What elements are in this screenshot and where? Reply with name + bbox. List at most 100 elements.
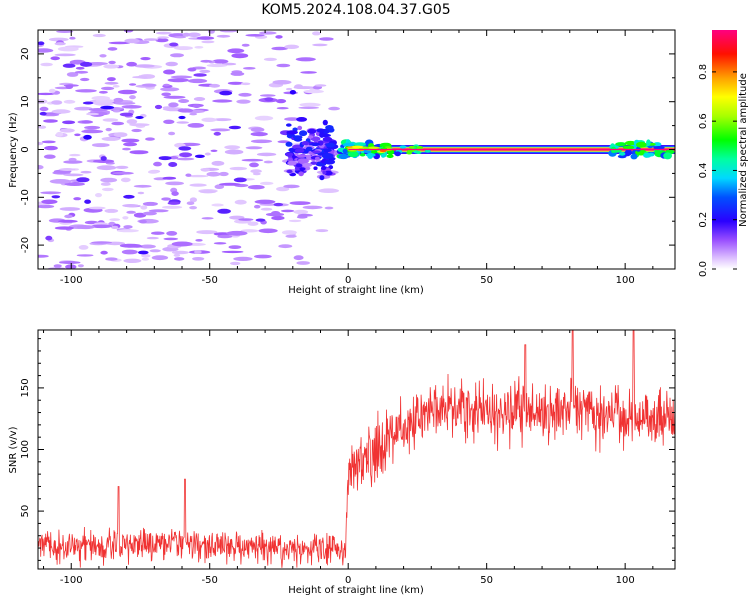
heatmap-cell (286, 87, 293, 91)
heatmap-cell (51, 109, 71, 114)
heatmap-cell (276, 107, 289, 110)
heatmap-cell (56, 30, 74, 33)
heatmap-cell (221, 250, 244, 254)
snr-y-tick-label: 100 (20, 440, 31, 459)
colorbar-tick-label: 0.6 (698, 113, 709, 129)
heatmap-cell (314, 84, 327, 87)
heatmap-cell (161, 197, 172, 201)
heatmap-cell (316, 128, 325, 133)
heatmap-cell (313, 166, 318, 170)
heatmap-cell (324, 159, 336, 165)
heatmap-cell (285, 234, 297, 238)
heatmap-cell (218, 171, 229, 177)
heatmap-cell (298, 106, 320, 110)
heatmap-cell (194, 250, 202, 254)
heatmap-cell (286, 123, 292, 127)
heatmap-cell (201, 117, 217, 123)
heatmap-cell (310, 136, 321, 142)
heatmap-cell (247, 185, 265, 190)
heatmap-cell (171, 191, 179, 197)
heatmap-cell (95, 193, 102, 198)
heatmap-cell (219, 182, 241, 186)
heatmap-cell (276, 186, 290, 192)
heatmap-cell (278, 244, 293, 249)
heatmap-cell (65, 84, 74, 89)
heatmap-cell (135, 116, 144, 119)
snr-y-axis-label: SNR (v/v) (8, 426, 19, 473)
heatmap-cell (299, 167, 306, 171)
heatmap-cell (417, 145, 423, 149)
heatmap-cell (256, 152, 277, 157)
heatmap-cell (153, 161, 162, 167)
heatmap-cell (91, 143, 110, 148)
heatmap-cell (192, 104, 201, 109)
heatmap-cell (245, 146, 263, 150)
heatmap-cell (284, 44, 300, 49)
heatmap-cell (193, 97, 206, 101)
heatmap-cell (315, 229, 329, 233)
heatmap-cell (124, 38, 140, 44)
heatmap-cell (230, 71, 245, 76)
heatmap-cell (111, 121, 124, 126)
heatmap-cell (54, 226, 74, 230)
heatmap-cell (254, 204, 261, 209)
heatmap-cell (185, 173, 192, 177)
colorbar: 0.0 0.2 0.4 0.6 0.8 Normalized spectral ampl… (698, 30, 749, 277)
heatmap-cell (359, 153, 366, 157)
heatmap-cell (178, 99, 190, 103)
heatmap-cell (285, 141, 293, 147)
colorbar-tick-label: 0.2 (698, 212, 709, 228)
heatmap-cell (204, 152, 211, 156)
heatmap-cell (144, 38, 159, 41)
heatmap-cell (105, 127, 112, 132)
heatmap-cell (119, 243, 142, 248)
heatmap-cell (122, 147, 131, 151)
heatmap-cell (271, 46, 289, 51)
heatmap-cell (45, 235, 53, 241)
heatmap-cell (129, 95, 136, 100)
heatmap-cell (245, 34, 265, 37)
heatmap-cell (132, 76, 148, 79)
heatmap-cell (247, 221, 259, 226)
heatmap-cell (179, 152, 193, 158)
heatmap-cell (199, 69, 211, 73)
heatmap-cell (328, 106, 340, 111)
heatmap-cell (163, 83, 170, 87)
heatmap-cell (200, 168, 210, 172)
heatmap-cell (168, 131, 176, 136)
heatmap-cell (92, 33, 106, 38)
heatmap-cell (145, 137, 155, 141)
heatmap-cell (217, 208, 231, 214)
heatmap-cell (238, 218, 254, 221)
heatmap-cell (121, 105, 142, 109)
heatmap-cell (112, 109, 121, 113)
heatmap-cell (122, 204, 140, 208)
heatmap-cell (624, 140, 637, 146)
heatmap-cell (91, 96, 111, 101)
heatmap-cell (88, 206, 106, 210)
heatmap-cell (289, 201, 311, 206)
heatmap-cell (189, 206, 198, 210)
snr-y-tick-label: 50 (20, 505, 31, 518)
heatmap-cell (126, 119, 138, 125)
heatmap-cell (107, 47, 118, 51)
heatmap-cell (131, 128, 142, 133)
heatmap-cell (80, 170, 92, 174)
colorbar-tick-label: 0.0 (698, 261, 709, 277)
heatmap-cell (75, 66, 85, 70)
heatmap-cell (348, 148, 675, 151)
heatmap-cell (286, 130, 299, 135)
heatmap-cell (129, 150, 149, 155)
heatmap-cell (170, 75, 193, 79)
heatmap-cell (187, 78, 208, 84)
heatmap-cell (200, 59, 213, 63)
heatmap-cell (121, 138, 140, 143)
heatmap-cell (653, 142, 662, 147)
heatmap-cell (227, 81, 244, 85)
heatmap-cell (254, 254, 272, 259)
heatmap-cell (312, 31, 321, 36)
heatmap-cell (151, 255, 169, 261)
heatmap-cell (51, 195, 61, 199)
heatmap-cell (163, 95, 186, 99)
heatmap-cell (96, 165, 117, 171)
